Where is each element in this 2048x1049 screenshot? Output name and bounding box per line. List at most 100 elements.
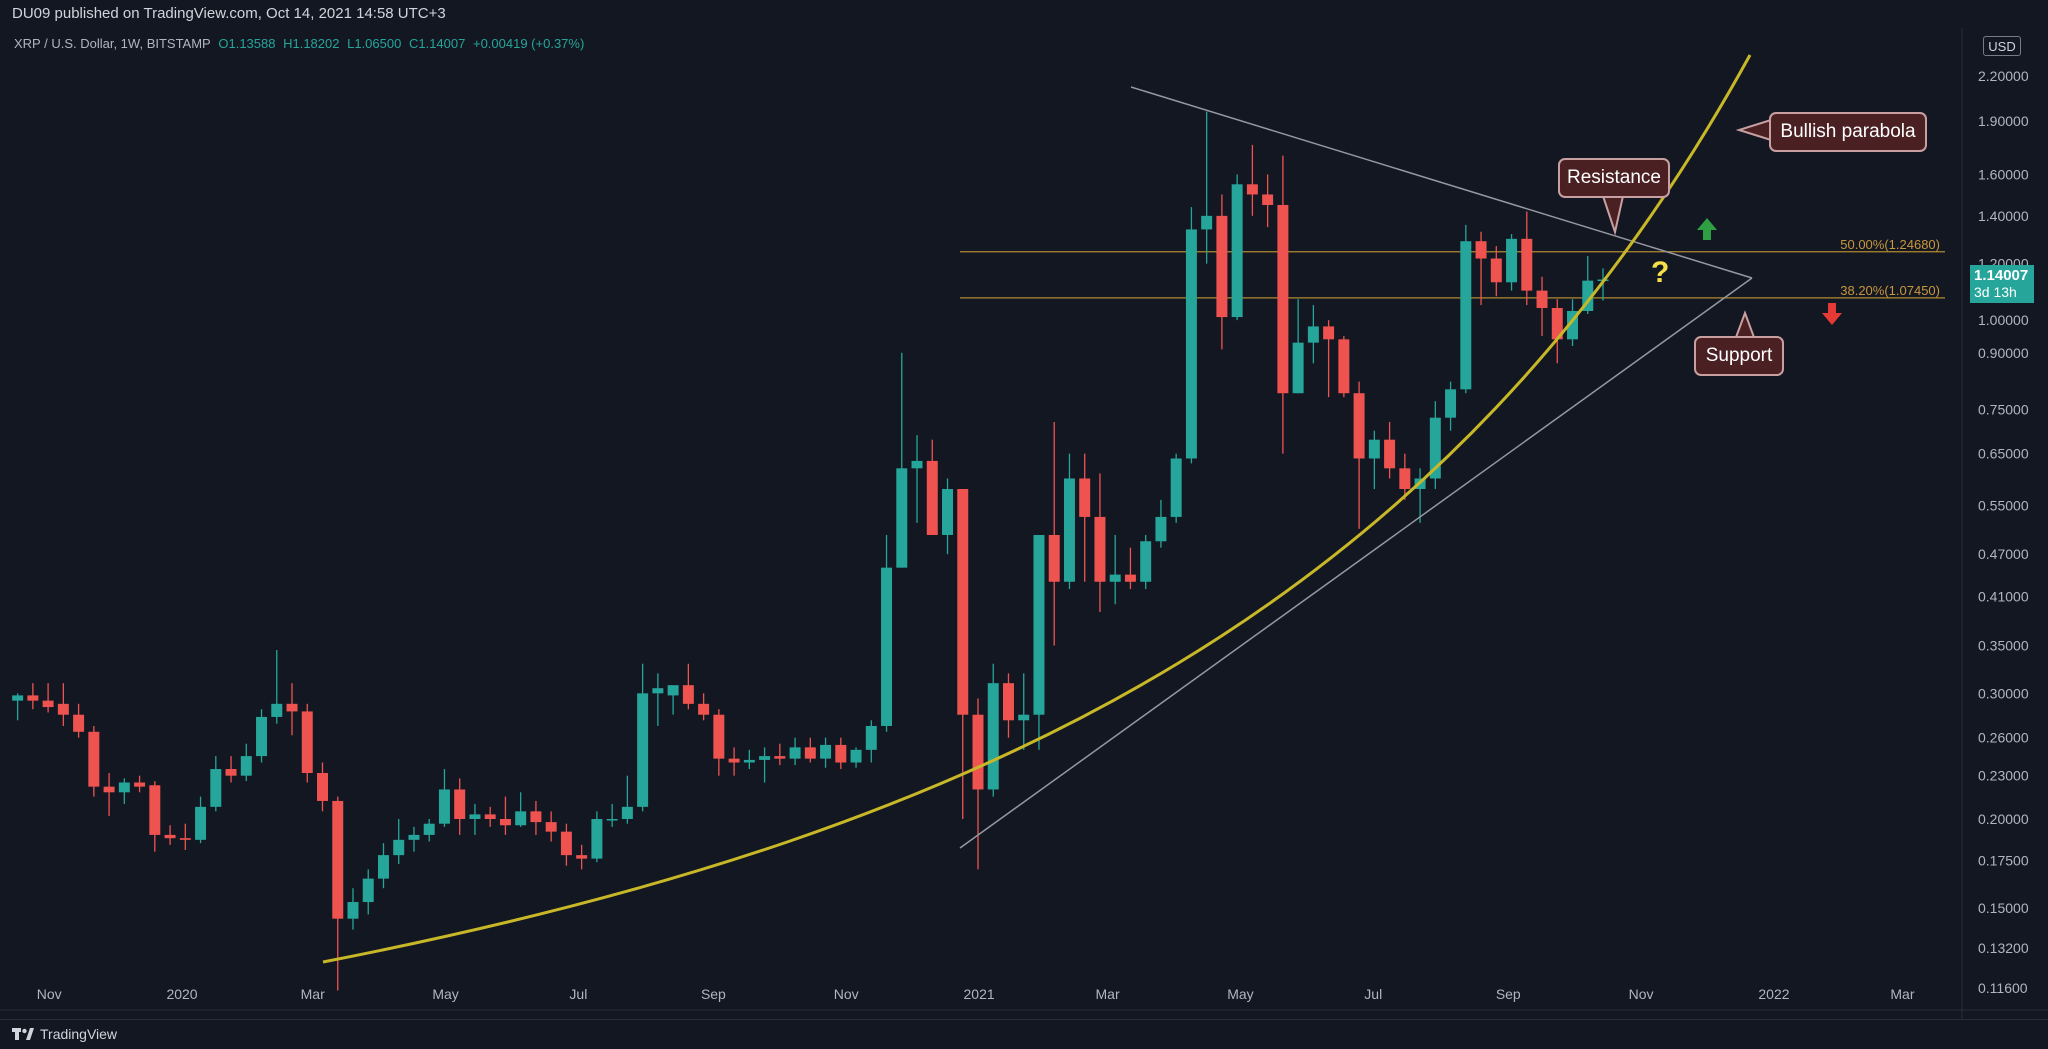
- candle-body: [1567, 310, 1579, 340]
- candle-body: [1124, 574, 1136, 582]
- candle-body: [1399, 468, 1411, 489]
- price-tick-label: 0.90000: [1978, 345, 2029, 361]
- candle-body: [820, 744, 832, 759]
- candle-body: [1109, 574, 1121, 582]
- candle-body: [301, 711, 313, 774]
- bar-countdown: 3d 13h: [1974, 284, 2017, 300]
- symbol-info: XRP / U.S. Dollar, 1W, BITSTAMP O1.13588…: [14, 36, 588, 51]
- time-tick-label: Jul: [1364, 986, 1382, 1002]
- fib-level-label: 38.20%(1.07450): [1840, 283, 1940, 298]
- price-tick-label: 0.75000: [1978, 401, 2029, 417]
- candle-body: [12, 695, 24, 701]
- close-value: C1.14007: [408, 36, 466, 51]
- candle-body: [454, 789, 466, 820]
- time-tick-label: 2021: [964, 986, 995, 1002]
- candle-body: [530, 811, 542, 823]
- candle-body: [1155, 516, 1167, 542]
- candle-body: [317, 773, 328, 801]
- price-tick-label: 1.90000: [1978, 113, 2029, 129]
- candle-body: [850, 749, 862, 763]
- time-tick-label: Mar: [1096, 986, 1120, 1002]
- candle-body: [1262, 194, 1274, 205]
- price-chart[interactable]: 50.00%(1.24680) 38.20%(1.07450) 2.20000 1.…: [0, 0, 2048, 1019]
- price-tick-label: 0.65000: [1978, 446, 2029, 462]
- candle-body: [57, 703, 69, 715]
- bullish-parabola-curve: [322, 54, 1752, 964]
- candle-body: [73, 714, 85, 732]
- candle-body: [1536, 290, 1548, 308]
- price-tick-label: 0.35000: [1978, 638, 2029, 654]
- candle-body: [408, 834, 420, 840]
- time-tick-label: Nov: [37, 986, 62, 1002]
- up-arrow-icon: [1697, 218, 1717, 240]
- resistance-trendline: [1130, 86, 1753, 279]
- tradingview-logo-icon: [12, 1028, 34, 1040]
- candle-body: [1292, 342, 1304, 394]
- candle-body: [1353, 393, 1365, 459]
- price-tick-label: 0.11600: [1978, 980, 2028, 996]
- candle-body: [286, 703, 298, 712]
- candle-body: [1063, 478, 1075, 582]
- candle-body: [1368, 439, 1380, 459]
- candle-body: [896, 468, 908, 568]
- candle-body: [332, 800, 344, 919]
- fib-level-label: 50.00%(1.24680): [1840, 237, 1940, 252]
- price-tick-label: 2.20000: [1978, 68, 2029, 84]
- price-tick-label: 1.40000: [1978, 208, 2029, 224]
- price-tick-label: 0.17500: [1978, 852, 2029, 868]
- candle-body: [377, 855, 389, 879]
- candle-body: [484, 814, 496, 820]
- time-tick-label: Jul: [569, 986, 587, 1002]
- candle-body: [957, 488, 969, 715]
- candle-body: [1185, 229, 1197, 459]
- price-tick-label: 0.15000: [1978, 900, 2029, 916]
- candle-body: [972, 714, 984, 790]
- time-tick-label: Sep: [1496, 986, 1521, 1002]
- last-price-badge: 1.14007 3d 13h: [1970, 265, 2034, 303]
- time-tick-label: May: [432, 986, 458, 1002]
- candle-body: [271, 703, 283, 717]
- candle-body: [1094, 516, 1106, 582]
- price-tick-label: 1.60000: [1978, 166, 2029, 182]
- price-tick-label: 0.47000: [1978, 546, 2029, 562]
- candle-body: [1048, 534, 1060, 582]
- candle-body: [27, 695, 39, 701]
- trendline-layer: [322, 54, 1753, 964]
- fib-layer: 50.00%(1.24680) 38.20%(1.07450): [960, 237, 1945, 299]
- publish-info: DU09 published on TradingView.com, Oct 1…: [12, 5, 446, 22]
- candle-body: [911, 460, 923, 469]
- candle-body: [210, 769, 222, 807]
- candle-body: [774, 756, 786, 759]
- currency-badge[interactable]: USD: [1983, 36, 2021, 56]
- candle-body: [1338, 339, 1350, 394]
- price-tick-label: 0.26000: [1978, 730, 2029, 746]
- footer-bar: TradingView: [0, 1019, 2048, 1049]
- candle-body: [1429, 417, 1441, 479]
- candle-body: [789, 747, 801, 759]
- candle-body: [728, 758, 740, 763]
- parabola-callout: Bullish parabola: [1769, 112, 1927, 152]
- candle-body: [1307, 326, 1319, 343]
- candle-body: [743, 759, 755, 763]
- price-tick-label: 0.30000: [1978, 685, 2029, 701]
- candle-body: [1140, 541, 1152, 582]
- candle-body: [469, 814, 481, 820]
- candle-body: [926, 460, 938, 535]
- candle-body: [637, 693, 649, 807]
- change-value: +0.00419 (+0.37%): [472, 36, 585, 51]
- candle-body: [682, 685, 694, 704]
- candle-body: [347, 902, 359, 919]
- candle-body: [240, 756, 252, 776]
- last-price: 1.14007: [1974, 267, 2029, 284]
- candle-body: [1170, 458, 1182, 517]
- candle-body: [1475, 241, 1487, 259]
- symbol-name: XRP / U.S. Dollar, 1W, BITSTAMP: [14, 36, 211, 51]
- candle-body: [362, 878, 374, 903]
- candle-body: [1003, 683, 1014, 721]
- candle-body: [881, 567, 893, 726]
- high-value: H1.18202: [283, 36, 340, 51]
- candle-body: [118, 782, 130, 793]
- candle-body: [438, 789, 450, 824]
- candle-body: [1506, 238, 1518, 283]
- candle-body: [1246, 184, 1258, 195]
